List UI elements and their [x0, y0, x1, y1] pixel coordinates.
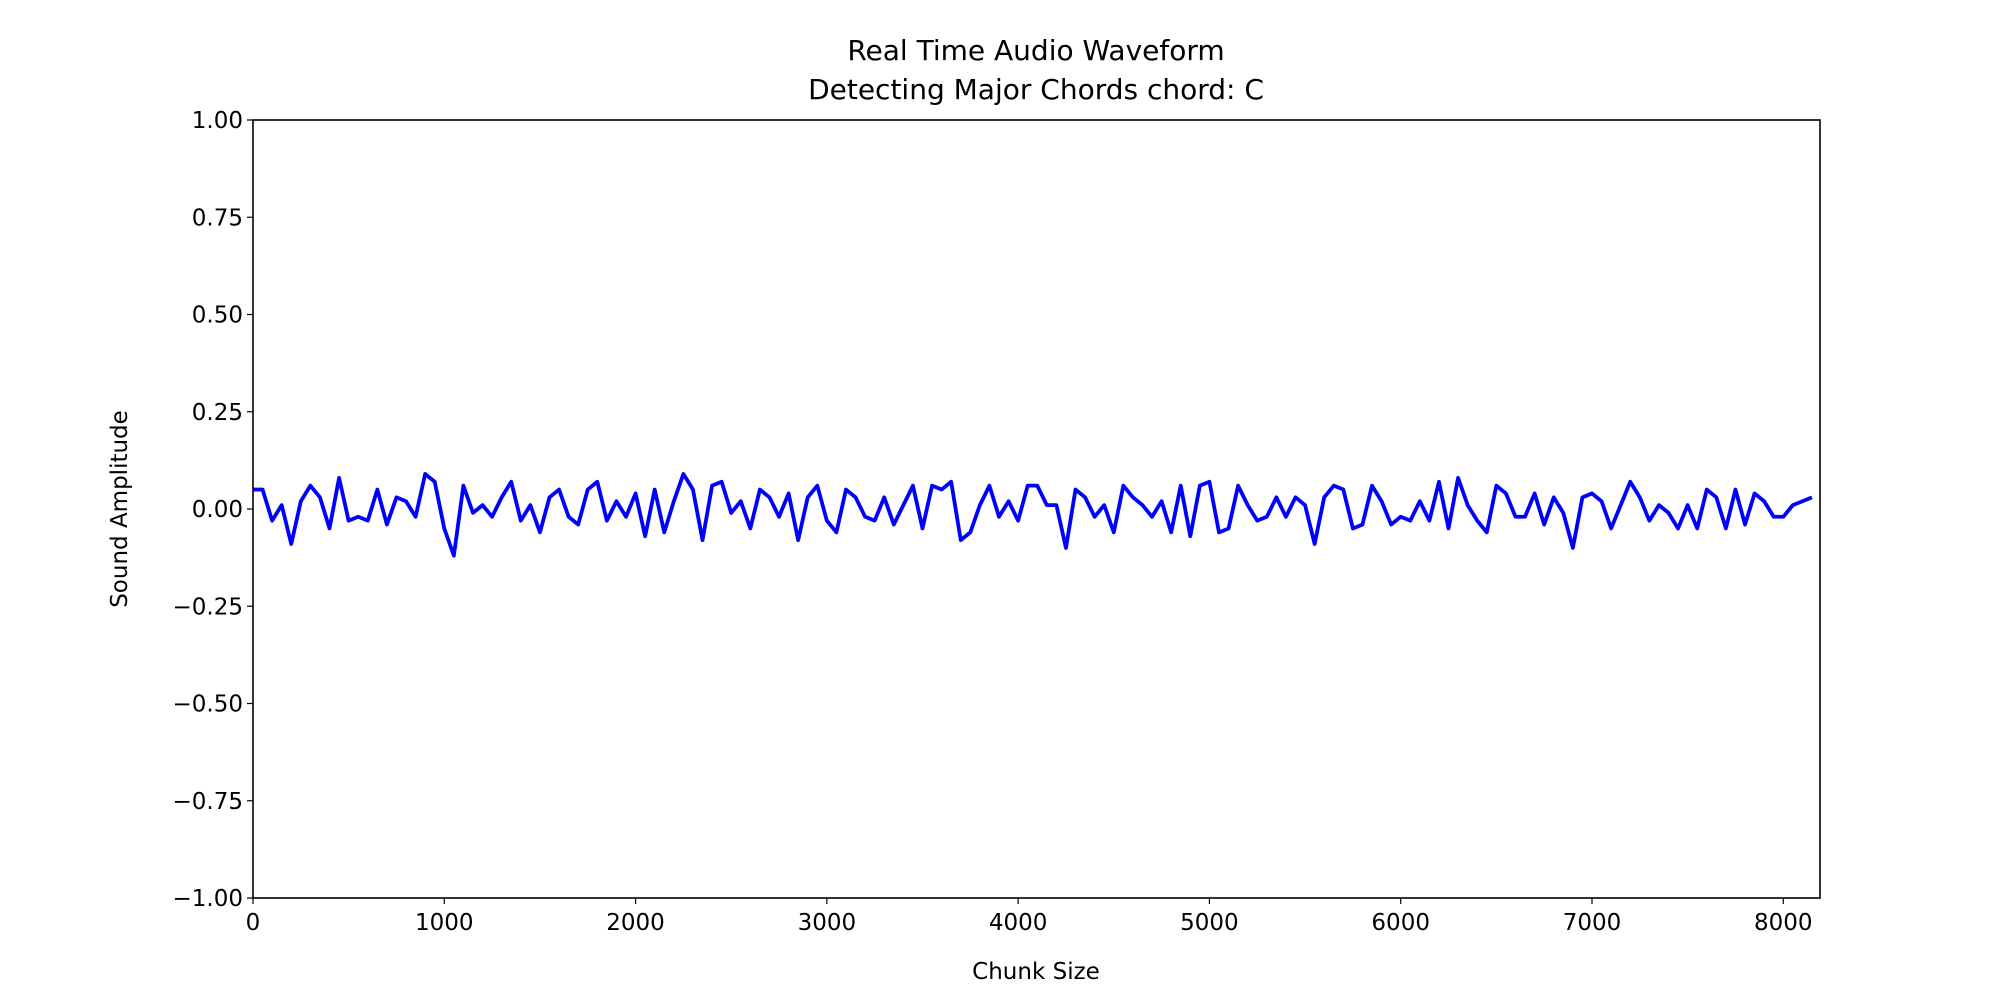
- x-axis-label: Chunk Size: [972, 959, 1100, 985]
- x-tick-label: 1000: [415, 910, 474, 936]
- chart-title: Real Time Audio Waveform: [847, 34, 1224, 67]
- y-tick-label: 1.00: [192, 108, 243, 134]
- x-tick-label: 5000: [1180, 910, 1239, 936]
- x-tick-label: 7000: [1563, 910, 1622, 936]
- waveform-line: [253, 472, 1813, 558]
- x-tick-label: 0: [246, 910, 261, 936]
- x-tick-label: 4000: [989, 910, 1048, 936]
- y-tick-label: 0.25: [192, 400, 243, 426]
- y-tick-label: −0.25: [173, 594, 243, 620]
- y-tick-label: −0.50: [173, 692, 243, 718]
- y-tick-label: 0.75: [192, 205, 243, 231]
- y-axis-label: Sound Amplitude: [107, 410, 133, 608]
- x-tick-label: 2000: [606, 910, 665, 936]
- plot-frame: [252, 119, 1821, 899]
- y-tick-label: 0.50: [192, 303, 243, 329]
- chart-subtitle: Detecting Major Chords chord: C: [808, 73, 1264, 106]
- x-tick-label: 8000: [1754, 910, 1813, 936]
- y-tick-label: −1.00: [173, 886, 243, 912]
- y-tick-label: −0.75: [173, 789, 243, 815]
- x-tick-label: 3000: [798, 910, 857, 936]
- y-tick-label: 0.00: [192, 497, 243, 523]
- x-tick-label: 6000: [1371, 910, 1430, 936]
